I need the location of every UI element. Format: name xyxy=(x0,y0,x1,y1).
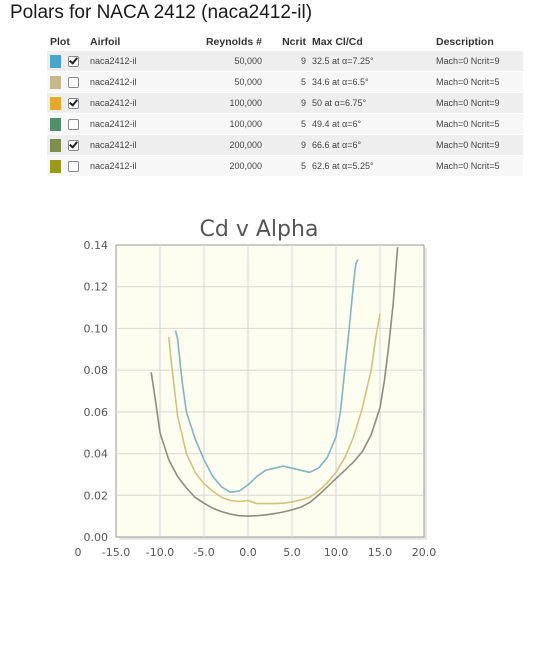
reynolds-cell: 50,000 xyxy=(183,71,265,93)
series-line-3 xyxy=(150,247,399,517)
x-origin-label: 0 xyxy=(75,546,82,559)
description-cell: Mach=0 Ncrit=9 xyxy=(433,92,523,114)
series-color-swatch xyxy=(50,96,61,110)
plot-checkbox[interactable] xyxy=(67,76,79,88)
series-line-2 xyxy=(168,313,381,505)
reynolds-cell: 50,000 xyxy=(183,51,265,72)
header-plot: Plot xyxy=(50,36,70,48)
header-airfoil: Airfoil xyxy=(90,36,121,48)
page-title: Polars for NACA 2412 (naca2412-il) xyxy=(10,2,313,23)
y-tick-label: 0.06 xyxy=(84,406,109,419)
table-row: naca2412-il 50,000 9 32.5 at α=7.25° Mac… xyxy=(47,51,523,72)
x-tick-label: -15.0 xyxy=(102,546,130,559)
airfoil-cell: naca2412-il xyxy=(87,71,183,93)
plot-checkbox[interactable] xyxy=(67,139,79,151)
ncrit-cell: 5 xyxy=(265,155,309,177)
plot-checkbox[interactable] xyxy=(67,97,79,109)
y-tick-label: 0.04 xyxy=(84,448,109,461)
reynolds-cell: 200,000 xyxy=(183,134,265,156)
plot-checkbox[interactable] xyxy=(67,55,79,67)
x-tick-label: -10.0 xyxy=(146,546,174,559)
series-color-swatch xyxy=(50,117,61,131)
table-header-row: Plot Airfoil Reynolds # Ncrit Max Cl/Cd … xyxy=(47,33,523,51)
max-cl-cd-cell: 50 at α=6.75° xyxy=(309,92,433,114)
plot-background xyxy=(115,244,425,538)
y-tick-label: 0.12 xyxy=(84,281,109,294)
plot-area: 0.000.020.040.060.080.100.120.14-15.0 -10… xyxy=(75,239,437,559)
series-line-1 xyxy=(174,259,359,493)
y-tick-label: 0.10 xyxy=(84,322,109,335)
description-cell: Mach=0 Ncrit=5 xyxy=(433,155,523,177)
header-description: Description xyxy=(436,36,494,48)
series-color-swatch xyxy=(50,138,61,152)
max-cl-cd-cell: 62.6 at α=5.25° xyxy=(309,155,433,177)
airfoil-cell: naca2412-il xyxy=(87,92,183,114)
header-max-cl-cd: Max Cl/Cd xyxy=(312,36,363,48)
y-tick-label: 0.02 xyxy=(84,489,109,502)
airfoil-cell: naca2412-il xyxy=(87,51,183,72)
description-cell: Mach=0 Ncrit=9 xyxy=(433,134,523,156)
x-tick-label: -5.0 xyxy=(193,546,214,559)
series-color-swatch xyxy=(50,75,61,89)
ncrit-cell: 9 xyxy=(265,92,309,114)
reynolds-cell: 100,000 xyxy=(183,92,265,114)
cd-alpha-chart: Cd v Alpha 0.000.020.040.060.080.100.120… xyxy=(75,217,437,559)
x-tick-label: 20.0 xyxy=(412,546,437,559)
plot-checkbox[interactable] xyxy=(67,118,79,130)
plot-checkbox[interactable] xyxy=(67,160,79,172)
max-cl-cd-cell: 32.5 at α=7.25° xyxy=(309,51,433,72)
chart-title: Cd v Alpha xyxy=(200,217,319,242)
header-ncrit: Ncrit xyxy=(282,36,306,48)
max-cl-cd-cell: 49.4 at α=6° xyxy=(309,113,433,135)
x-tick-label: 0.0 xyxy=(239,546,257,559)
max-cl-cd-cell: 66.6 at α=6° xyxy=(309,134,433,156)
description-cell: Mach=0 Ncrit=5 xyxy=(433,71,523,93)
ncrit-cell: 9 xyxy=(265,134,309,156)
ncrit-cell: 5 xyxy=(265,113,309,135)
y-tick-label: 0.14 xyxy=(84,239,109,252)
description-cell: Mach=0 Ncrit=5 xyxy=(433,113,523,135)
table-row: naca2412-il 100,000 5 49.4 at α=6° Mach=… xyxy=(47,113,523,135)
max-cl-cd-cell: 34.6 at α=6.5° xyxy=(309,71,433,93)
header-reynolds: Reynolds # xyxy=(205,36,262,48)
description-cell: Mach=0 Ncrit=9 xyxy=(433,51,523,72)
series-color-swatch xyxy=(50,159,61,173)
table-row: naca2412-il 100,000 9 50 at α=6.75° Mach… xyxy=(47,92,523,114)
table-row: naca2412-il 200,000 9 66.6 at α=6° Mach=… xyxy=(47,134,523,156)
table-row: naca2412-il 50,000 5 34.6 at α=6.5° Mach… xyxy=(47,71,523,93)
y-tick-label: 0.08 xyxy=(84,364,109,377)
reynolds-cell: 200,000 xyxy=(183,155,265,177)
series-color-swatch xyxy=(50,54,61,68)
x-tick-label: 10.0 xyxy=(324,546,349,559)
reynolds-cell: 100,000 xyxy=(183,113,265,135)
x-tick-label: 15.0 xyxy=(368,546,393,559)
airfoil-cell: naca2412-il xyxy=(87,113,183,135)
table-row: naca2412-il 200,000 5 62.6 at α=5.25° Ma… xyxy=(47,155,523,177)
ncrit-cell: 9 xyxy=(265,51,309,72)
x-tick-label: 5.0 xyxy=(283,546,301,559)
polars-table: Plot Airfoil Reynolds # Ncrit Max Cl/Cd … xyxy=(47,33,523,177)
y-tick-label: 0.00 xyxy=(84,531,109,544)
airfoil-cell: naca2412-il xyxy=(87,155,183,177)
ncrit-cell: 5 xyxy=(265,71,309,93)
airfoil-cell: naca2412-il xyxy=(87,134,183,156)
